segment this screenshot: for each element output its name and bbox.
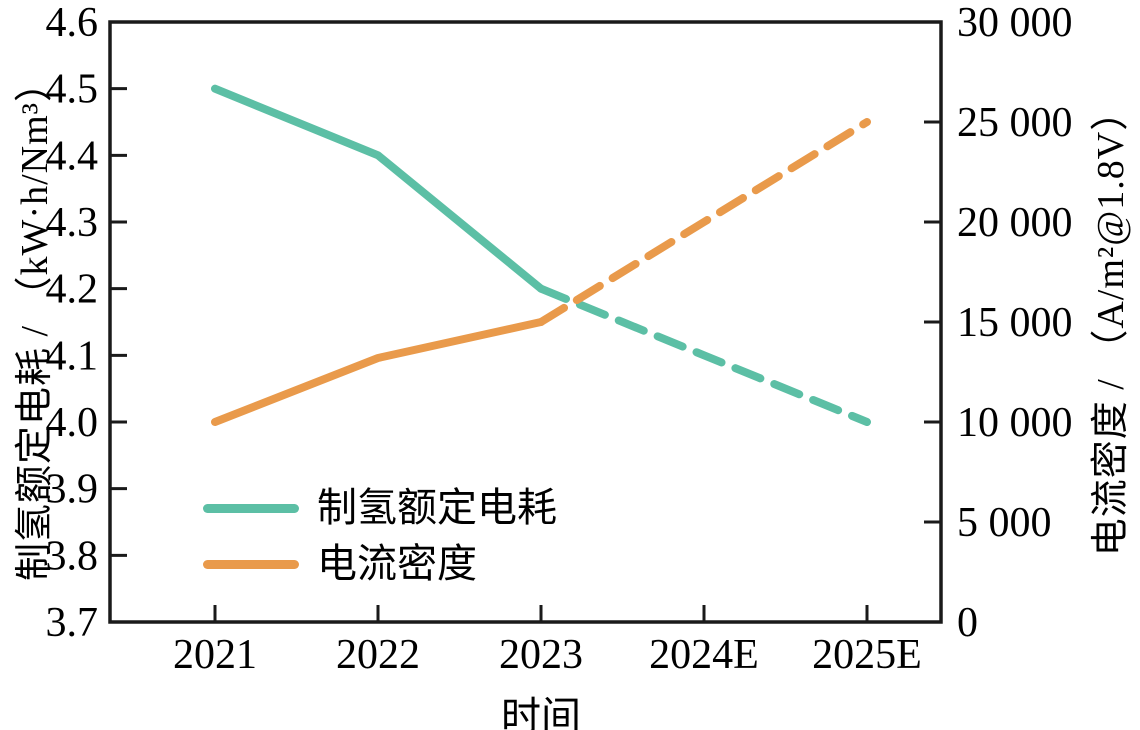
series-line-solid-current-density (211, 318, 545, 426)
right-axis-tick-label: 25 000 (957, 100, 1073, 146)
legend-line-swatch-orange (203, 559, 299, 569)
right-axis-tick-label: 15 000 (957, 300, 1073, 346)
right-axis-tick-label: 5 000 (957, 500, 1052, 546)
left-axis-title: 制氢额定电耗 / （kW·h/Nm³） (13, 62, 56, 582)
x-axis-tick-label: 2021 (173, 632, 257, 678)
left-axis-tick-label: 4.0 (46, 400, 99, 446)
legend-label-rated-power-consumption: 制氢额定电耗 (317, 485, 557, 530)
x-axis-tick-label: 2023 (499, 632, 583, 678)
legend-label-current-density: 电流密度 (317, 541, 477, 586)
left-axis-tick-label: 3.8 (46, 533, 99, 579)
left-axis-tick-label: 4.6 (46, 0, 99, 46)
series-line-solid-rated-power-consumption (211, 84, 545, 293)
right-axis-tick-label: 0 (957, 600, 978, 646)
left-axis-tick-label: 3.9 (46, 467, 99, 513)
left-axis-tick-label: 4.1 (46, 333, 99, 379)
series-line-dashed-current-density (537, 118, 871, 326)
legend: 制氢额定电耗 电流密度 (203, 483, 557, 595)
right-axis-title: 电流密度 / （A/m²@1.8V） (1089, 91, 1132, 557)
legend-item-current-density: 电流密度 (203, 539, 557, 589)
left-axis-tick-label: 4.5 (46, 67, 99, 113)
left-axis-tick-label: 3.7 (46, 600, 99, 646)
legend-line-swatch-teal (203, 503, 299, 513)
x-axis-title: 时间 (501, 694, 581, 730)
x-axis-tick-label: 2024E (649, 632, 759, 678)
left-axis-tick-label: 4.4 (46, 133, 99, 179)
left-axis-tick-label: 4.3 (46, 200, 99, 246)
left-axis-tick-label: 4.2 (46, 267, 99, 313)
x-axis-tick-label: 2025E (812, 632, 922, 678)
right-axis-tick-label: 30 000 (957, 0, 1073, 46)
right-axis-tick-label: 10 000 (957, 400, 1073, 446)
series-line-dashed-rated-power-consumption (537, 284, 871, 426)
right-axis-tick-label: 20 000 (957, 200, 1073, 246)
legend-item-rated-power-consumption: 制氢额定电耗 (203, 483, 557, 533)
x-axis-tick-label: 2022 (336, 632, 420, 678)
